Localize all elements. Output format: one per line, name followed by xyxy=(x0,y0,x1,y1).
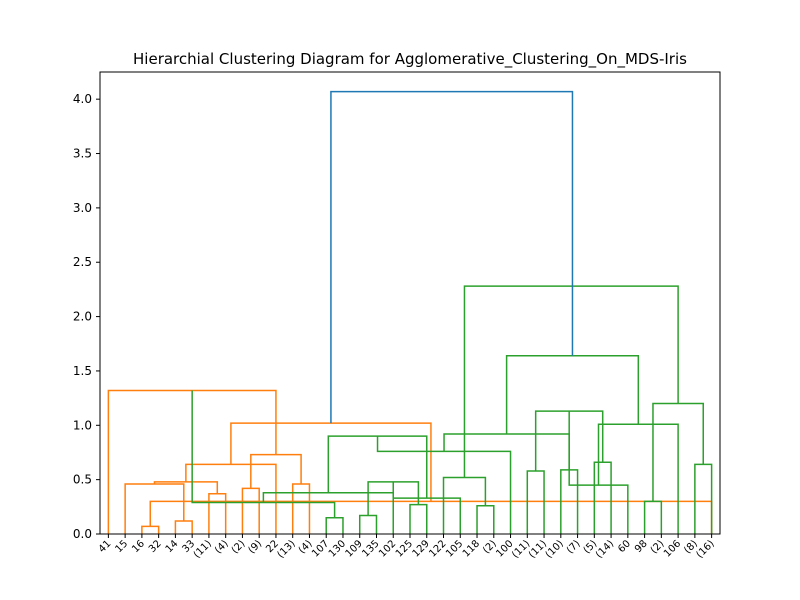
dendrogram-links xyxy=(107,90,713,534)
dendrogram-link xyxy=(442,476,487,534)
dendrogram-link xyxy=(241,487,260,534)
dendrogram-link xyxy=(463,285,679,478)
y-tick-label: 3.5 xyxy=(73,147,92,161)
dendrogram-link xyxy=(526,470,545,534)
y-tick-label: 0.5 xyxy=(73,473,92,487)
y-tick-label: 2.5 xyxy=(73,255,92,269)
dendrogram-link xyxy=(208,493,227,534)
y-axis-ticks: 0.0 0.5 1.0 1.5 2.0 2.5 3.0 3.5 4.0 xyxy=(73,92,100,541)
dendrogram-link xyxy=(376,436,512,534)
dendrogram-link xyxy=(367,481,420,516)
y-tick-label: 3.0 xyxy=(73,201,92,215)
dendrogram-link xyxy=(262,491,394,534)
dendrogram-link xyxy=(534,410,604,471)
dendrogram-link xyxy=(250,453,302,489)
dendrogram-link xyxy=(141,525,160,534)
dendrogram-link xyxy=(652,402,704,502)
chart-title: Hierarchial Clustering Diagram for Agglo… xyxy=(133,50,687,69)
y-tick-label: 1.0 xyxy=(73,418,92,432)
y-tick-label: 2.0 xyxy=(73,310,92,324)
dendrogram-link xyxy=(330,90,574,424)
plot-frame xyxy=(99,71,721,535)
y-tick-label: 4.0 xyxy=(73,92,92,106)
y-tick-label: 0.0 xyxy=(73,527,92,541)
dendrogram-link xyxy=(107,389,277,534)
y-tick-label: 1.5 xyxy=(73,364,92,378)
